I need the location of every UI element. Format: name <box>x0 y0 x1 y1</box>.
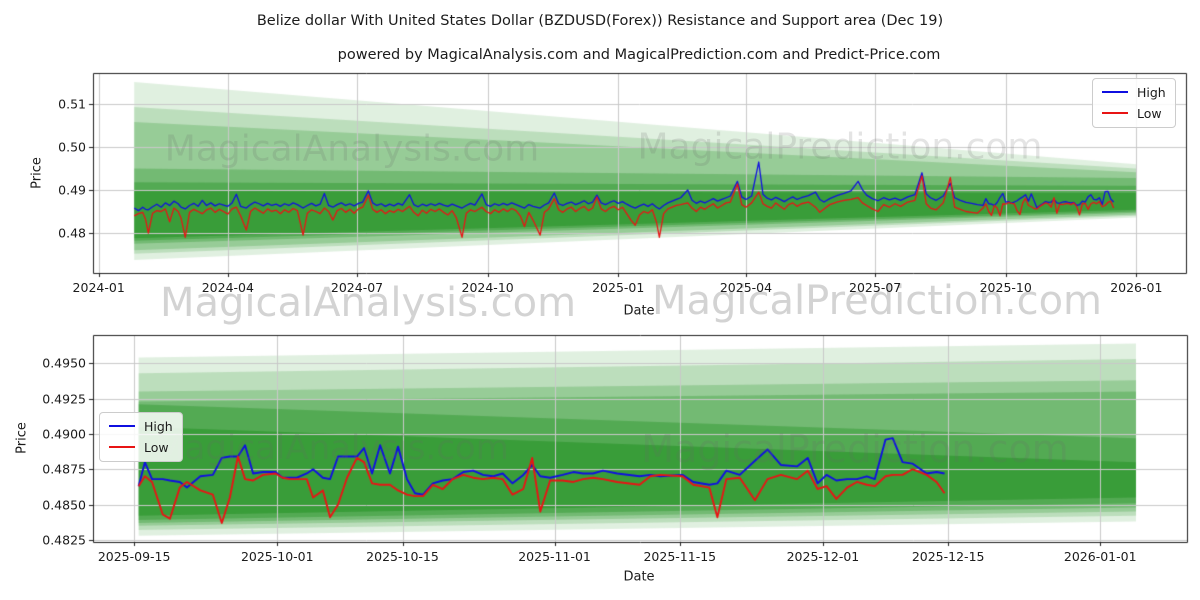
low-line-swatch <box>1102 112 1128 114</box>
powered-by-subtitle: powered by MagicalAnalysis.com and Magic… <box>337 47 941 63</box>
legend-label-high: High <box>144 418 173 434</box>
x-tick-label: 2025-04 <box>719 280 773 295</box>
x-tick-label: 2024-10 <box>461 280 514 295</box>
x-tick-label: 2024-04 <box>201 280 254 295</box>
y-tick-label: 0.4925 <box>42 391 86 407</box>
x-tick-label: 2026-01 <box>1110 280 1163 295</box>
bottom-chart-legend: High Low <box>99 412 183 462</box>
x-tick-label: 2025-10-15 <box>366 549 439 564</box>
bottom-chart-y-axis-label: Price <box>14 422 30 454</box>
legend-item-high: High <box>1102 83 1166 101</box>
top-chart-legend: High Low <box>1092 78 1176 128</box>
x-tick-label: 2025-10-01 <box>240 549 314 564</box>
x-tick-label: 2024-07 <box>330 280 384 295</box>
x-tick-label: 2025-07 <box>849 280 902 295</box>
legend-label-high: High <box>1137 84 1166 100</box>
y-tick-label: 0.4825 <box>42 532 86 548</box>
figure-title: Belize dollar With United States Dollar … <box>256 13 944 29</box>
x-tick-label: 2025-01 <box>592 280 645 295</box>
high-line-swatch <box>109 425 135 427</box>
low-line-swatch <box>109 446 135 448</box>
x-tick-label: 2024-01 <box>72 280 125 295</box>
high-line-swatch <box>1102 91 1128 93</box>
legend-item-low: Low <box>109 438 173 456</box>
legend-label-low: Low <box>1137 105 1162 121</box>
x-tick-label: 2025-11-15 <box>643 549 717 564</box>
y-tick-label: 0.4900 <box>42 426 86 442</box>
legend-label-low: Low <box>144 439 169 455</box>
x-tick-label: 2025-12-01 <box>786 549 860 564</box>
x-tick-label: 2025-12-15 <box>911 549 985 564</box>
legend-item-high: High <box>109 417 173 435</box>
top-chart-y-axis-label: Price <box>29 157 45 189</box>
y-tick-label: 0.4950 <box>42 355 86 371</box>
x-tick-label: 2025-10 <box>979 280 1032 295</box>
legend-item-low: Low <box>1102 104 1166 122</box>
y-tick-label: 0.4850 <box>42 497 86 513</box>
y-tick-label: 0.50 <box>58 139 86 155</box>
x-tick-label: 2025-11-01 <box>518 549 591 564</box>
y-tick-label: 0.49 <box>58 182 86 198</box>
y-tick-label: 0.48 <box>58 225 86 241</box>
y-tick-label: 0.4875 <box>42 461 86 477</box>
x-tick-label: 2025-09-15 <box>97 549 171 564</box>
y-tick-label: 0.51 <box>58 96 86 112</box>
x-tick-label: 2026-01-01 <box>1063 549 1137 564</box>
bottom-chart-x-axis-label: Date <box>623 569 655 585</box>
top-chart-x-axis-label: Date <box>623 303 655 319</box>
